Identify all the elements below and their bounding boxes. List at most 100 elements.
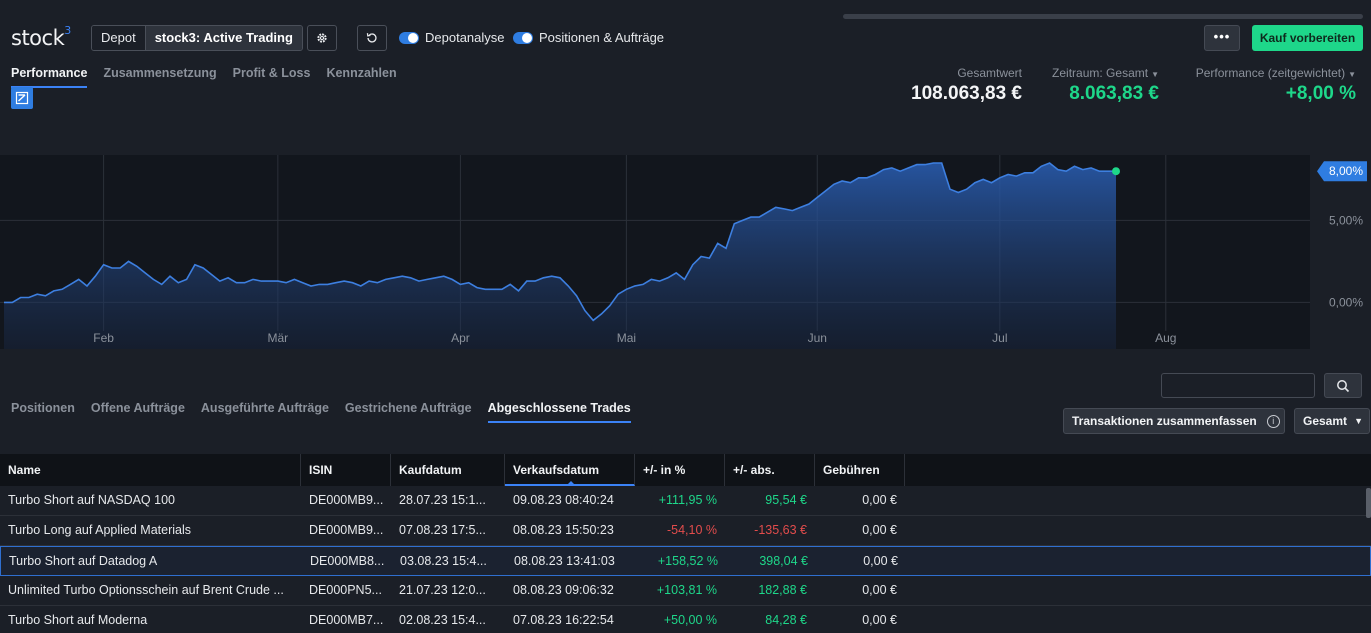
y-tick-label: 0,00% [1329,295,1363,309]
search-button[interactable] [1324,373,1362,398]
x-tick-label: Feb [93,331,114,345]
trades-table: Name ISIN Kaufdatum Verkaufsdatum +/- in… [0,454,1371,633]
table-scrollbar[interactable] [1366,488,1371,518]
cell-name: Turbo Short auf NASDAQ 100 [8,493,175,507]
depot-selector[interactable]: Depot stock3: Active Trading [91,25,303,51]
header-name[interactable]: Name [0,454,301,486]
x-tick-label: Jun [808,331,827,345]
table-row[interactable]: Turbo Short auf NASDAQ 100 DE000MB9... 28.… [0,486,1371,516]
cell-empty [906,547,1370,575]
chevron-down-icon: ▼ [1151,70,1159,79]
switch-depotanalyse[interactable] [399,31,419,44]
performance-chart[interactable]: Feb Mär Apr Mai Jun Jul Aug 0,00% 5,00% 8,00% [0,155,1371,349]
header-isin[interactable]: ISIN [301,454,391,486]
x-tick-label: Jul [992,331,1007,345]
cell-abs: 398,04 € [759,554,808,568]
tab-gestrichene-auftraege[interactable]: Gestrichene Aufträge [344,401,472,415]
gesamtwert-value: 108.063,83 € [911,83,1022,104]
toggle-positionen[interactable]: Positionen & Aufträge [513,30,664,45]
refresh-button[interactable] [357,25,387,51]
cell-abs: 95,54 € [765,493,807,507]
header-gebuehren[interactable]: Gebühren [815,454,905,486]
current-value-flag: 8,00% [1317,161,1367,182]
range-select-label: Gesamt [1303,414,1348,428]
y-tick-label: 5,00% [1329,213,1363,227]
settings-button[interactable] [307,25,337,51]
kauf-vorbereiten-button[interactable]: Kauf vorbereiten [1252,25,1363,51]
header-abs[interactable]: +/- abs. [725,454,815,486]
tab-positionen[interactable]: Positionen [11,401,75,415]
sub-tabs: Positionen Offene Aufträge Ausgeführte A… [11,401,631,423]
cell-pct: +158,52 % [657,554,718,568]
depot-value[interactable]: stock3: Active Trading [144,26,302,50]
table-row[interactable]: Turbo Short auf Moderna DE000MB7... 02.08.… [0,606,1371,633]
x-tick-label: Aug [1155,331,1176,345]
tab-profit-loss[interactable]: Profit & Loss [232,66,311,80]
cell-kaufdatum: 03.08.23 15:4... [400,554,487,568]
tab-offene-auftraege[interactable]: Offene Aufträge [90,401,185,415]
refresh-icon [366,33,377,43]
cell-isin: DE000MB7... [309,613,384,627]
transaktionen-zusammenfassen-button[interactable]: Transaktionen zusammenfassen i [1063,408,1285,434]
cell-isin: DE000MB9... [309,523,384,537]
chevron-down-icon: ▼ [1354,416,1363,426]
info-icon[interactable]: i [1266,414,1280,428]
tab-performance[interactable]: Performance [11,66,88,88]
cell-name: Turbo Short auf Datadog A [9,554,158,568]
tab-abgeschlossene-trades[interactable]: Abgeschlossene Trades [487,401,631,423]
cell-abs: 84,28 € [765,613,807,627]
tab-kennzahlen[interactable]: Kennzahlen [326,66,397,80]
tab-ausgefuehrte-auftraege[interactable]: Ausgeführte Aufträge [200,401,329,415]
chart-series-line [4,162,1116,322]
chart-type-icon[interactable] [11,87,33,109]
performance-chart-svg[interactable]: Feb Mär Apr Mai Jun Jul Aug 0,00% 5,00% 8,00% [0,155,1371,349]
cell-kaufdatum: 21.07.23 12:0... [399,583,486,597]
stock3-logo[interactable]: stock3 [11,24,71,50]
table-row[interactable]: Turbo Long auf Applied Materials DE000MB9… [0,516,1371,546]
kpi-zeitraum[interactable]: Zeitraum: Gesamt ▼ 8.063,83 € [1030,66,1159,105]
header-kaufdatum[interactable]: Kaufdatum [391,454,505,486]
performance-dropdown[interactable]: Performance (zeitgewichtet) ▼ [1195,66,1356,80]
cell-empty [905,576,1371,605]
x-tick-label: Mai [617,331,636,345]
cell-kaufdatum: 02.08.23 15:4... [399,613,486,627]
header-empty [905,454,1371,486]
kpi-performance[interactable]: Performance (zeitgewichtet) ▼ +8,00 % [1170,66,1356,105]
cell-abs: 182,88 € [758,583,807,597]
cell-gebuehren: 0,00 € [862,613,897,627]
table-body: Turbo Short auf NASDAQ 100 DE000MB9... 28.… [0,486,1371,633]
gear-icon [317,33,327,43]
table-row[interactable]: Turbo Short auf Datadog A DE000MB8... 03.0… [0,546,1371,576]
cell-gebuehren: 0,00 € [862,493,897,507]
search-input[interactable] [1161,373,1315,398]
cell-empty [905,606,1371,633]
search-icon [1337,379,1350,392]
cell-abs: -135,63 € [754,523,807,537]
cell-verkaufsdatum: 08.08.23 13:41:03 [514,554,615,568]
table-row[interactable]: Unlimited Turbo Optionsschein auf Brent … [0,576,1371,606]
cell-verkaufsdatum: 09.08.23 08:40:24 [513,493,614,507]
switch-positionen[interactable] [513,31,533,44]
cell-isin: DE000MB9... [309,493,384,507]
cell-verkaufsdatum: 07.08.23 16:22:54 [513,613,614,627]
header-verkaufsdatum[interactable]: Verkaufsdatum [505,454,635,486]
toggle-depotanalyse[interactable]: Depotanalyse [399,30,505,45]
cell-verkaufsdatum: 08.08.23 09:06:32 [513,583,614,597]
depot-label: Depot [92,26,145,50]
zeitraum-dropdown[interactable]: Zeitraum: Gesamt ▼ [1052,66,1159,80]
range-select[interactable]: Gesamt ▼ [1294,408,1370,434]
cell-name: Turbo Long auf Applied Materials [8,523,191,537]
more-options-button[interactable]: ••• [1204,25,1240,51]
cell-name: Turbo Short auf Moderna [8,613,148,627]
zeitraum-value: 8.063,83 € [1069,83,1159,104]
tab-zusammensetzung[interactable]: Zusammensetzung [103,66,217,80]
cell-gebuehren: 0,00 € [862,583,897,597]
table-header: Name ISIN Kaufdatum Verkaufsdatum +/- in… [0,454,1371,486]
header-pct[interactable]: +/- in % [635,454,725,486]
x-tick-label: Mär [268,331,289,345]
top-progress-bar [843,14,1363,19]
chart-end-point[interactable] [1112,167,1120,176]
current-value-label: 8,00% [1329,164,1363,178]
cell-kaufdatum: 07.08.23 17:5... [399,523,486,537]
cell-isin: DE000MB8... [310,554,385,568]
